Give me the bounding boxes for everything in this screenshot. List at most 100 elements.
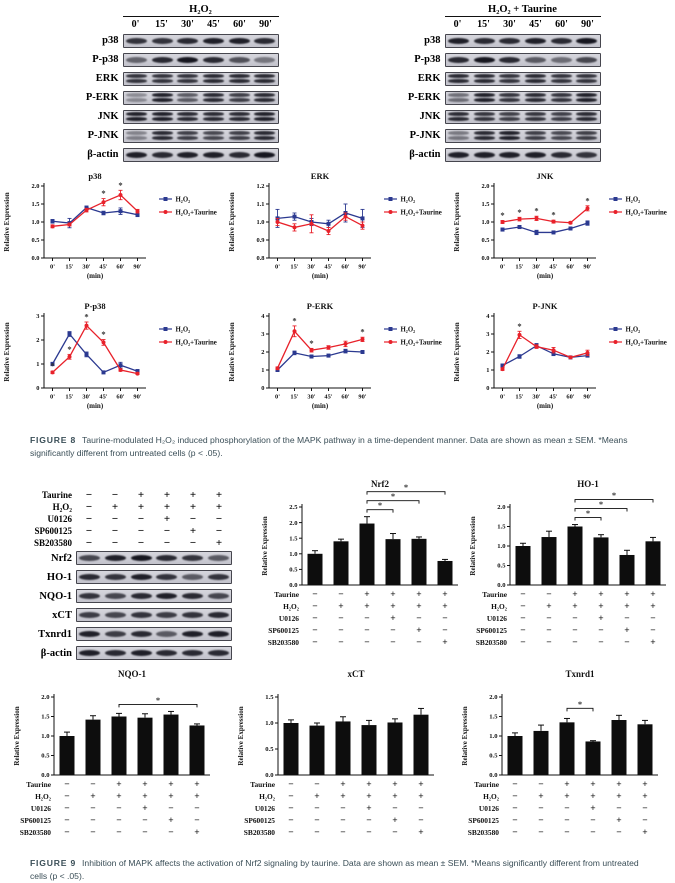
svg-text:+: +: [142, 804, 147, 814]
svg-text:1.0: 1.0: [257, 219, 265, 226]
svg-text:−: −: [364, 626, 369, 636]
svg-text:SB203580: SB203580: [243, 828, 275, 837]
protein-band: [550, 131, 572, 135]
blot-row-P-JNK: P-JNK: [75, 126, 279, 145]
svg-text:−: −: [572, 614, 577, 624]
protein-band: [473, 112, 495, 116]
protein-band: [473, 56, 495, 63]
svg-text:+: +: [390, 614, 395, 624]
svg-text:45': 45': [99, 394, 107, 401]
svg-text:−: −: [338, 590, 343, 600]
svg-text:2: 2: [36, 337, 39, 344]
treatment-sign: −: [163, 524, 171, 537]
treatment-label: SB203580: [33, 537, 72, 548]
svg-text:−: −: [520, 590, 525, 600]
chart-p-p38-svg: P-p38 0 1 2 3 Relative Expression 0' 15' 30' 45' 6…: [3, 301, 217, 410]
svg-text:Taurine: Taurine: [250, 780, 275, 789]
protein-band: [105, 631, 126, 638]
svg-text:−: −: [90, 828, 95, 838]
svg-text:+: +: [366, 792, 371, 802]
svg-text:−: −: [390, 638, 395, 648]
blot-band-strip: [444, 109, 601, 124]
protein-band: [202, 151, 224, 158]
svg-text:1.2: 1.2: [257, 183, 265, 190]
protein-band: [202, 79, 224, 83]
svg-text:60': 60': [341, 394, 349, 401]
blot-row-xCT: xCT: [8, 606, 258, 625]
figure8-blot-row: H₂O₂ 0' 15' 30' 45' 60' 90' p38 P-p38 ERK P-ERK JNK…: [0, 4, 675, 164]
svg-text:−: −: [512, 792, 517, 802]
protein-band: [473, 79, 495, 83]
svg-text:Relative Expression: Relative Expression: [237, 706, 245, 765]
svg-text:1.5: 1.5: [41, 713, 50, 720]
svg-text:0.5: 0.5: [497, 562, 506, 569]
blot-band-strip: [444, 128, 601, 143]
svg-text:15': 15': [65, 264, 73, 271]
blot-row-label: p38: [102, 35, 119, 46]
blot-row-label: P-JNK: [87, 130, 119, 141]
protein-band: [499, 112, 521, 116]
svg-text:−: −: [314, 780, 319, 790]
figure9-top-row: Taurine − − + + + + H₂O₂ − + + + + + U0126− − − + − − SP6001…: [0, 477, 675, 663]
svg-text:−: −: [64, 792, 69, 802]
blot-row-label: P-ERK: [407, 92, 441, 103]
protein-band: [550, 151, 572, 158]
svg-text:−: −: [194, 816, 199, 826]
treatment-sign: −: [137, 524, 145, 537]
svg-text:−: −: [512, 816, 517, 826]
blot-row-ERK: ERK: [397, 69, 601, 88]
blot-band-strip: [122, 33, 279, 48]
protein-band: [254, 56, 276, 63]
svg-text:*: *: [534, 206, 538, 216]
svg-text:*: *: [599, 499, 603, 509]
svg-text:15': 15': [290, 264, 298, 271]
protein-band: [79, 593, 101, 600]
svg-text:H₂O₂+Taurine: H₂O₂+Taurine: [401, 209, 442, 216]
svg-text:1.0: 1.0: [489, 733, 498, 740]
svg-text:2: 2: [261, 349, 264, 356]
protein-band: [473, 151, 495, 158]
svg-text:+: +: [624, 590, 629, 600]
blot-band-strip: [76, 570, 232, 585]
protein-band: [228, 131, 250, 135]
protein-band: [177, 37, 199, 44]
protein-band: [576, 93, 598, 97]
svg-text:Taurine: Taurine: [482, 590, 507, 599]
svg-text:30': 30': [532, 394, 540, 401]
svg-text:−: −: [312, 614, 317, 624]
protein-band: [576, 112, 598, 116]
protein-band: [447, 136, 469, 140]
protein-band: [125, 151, 147, 158]
protein-band: [550, 136, 572, 140]
protein-band: [125, 117, 147, 121]
svg-text:−: −: [312, 626, 317, 636]
svg-text:*: *: [517, 321, 521, 331]
treatment-sign: −: [85, 536, 93, 549]
svg-text:+: +: [650, 602, 655, 612]
svg-text:60': 60': [116, 264, 124, 271]
svg-text:−: −: [624, 638, 629, 648]
protein-band: [447, 74, 469, 78]
blot-timepoints: 0' 15' 30' 45' 60' 90': [123, 17, 279, 31]
svg-text:+: +: [642, 828, 647, 838]
svg-text:−: −: [624, 614, 629, 624]
svg-text:−: −: [538, 804, 543, 814]
protein-band: [182, 650, 204, 657]
protein-band: [473, 131, 495, 135]
treatment-label: SP600125: [34, 525, 72, 536]
blot-band-strip: [76, 627, 232, 642]
treatment-sign: +: [189, 500, 197, 513]
protein-band: [202, 112, 224, 116]
svg-text:*: *: [84, 312, 88, 322]
protein-band: [182, 612, 204, 619]
svg-text:U0126: U0126: [30, 804, 50, 813]
svg-text:+: +: [442, 602, 447, 612]
protein-band: [130, 593, 152, 600]
blot-row-ERK: ERK: [75, 69, 279, 88]
protein-band: [550, 37, 572, 44]
svg-text:0.0: 0.0: [265, 772, 274, 779]
protein-band: [182, 593, 204, 600]
treatment-sign: +: [215, 536, 223, 549]
blot-row-label: P-ERK: [85, 92, 119, 103]
